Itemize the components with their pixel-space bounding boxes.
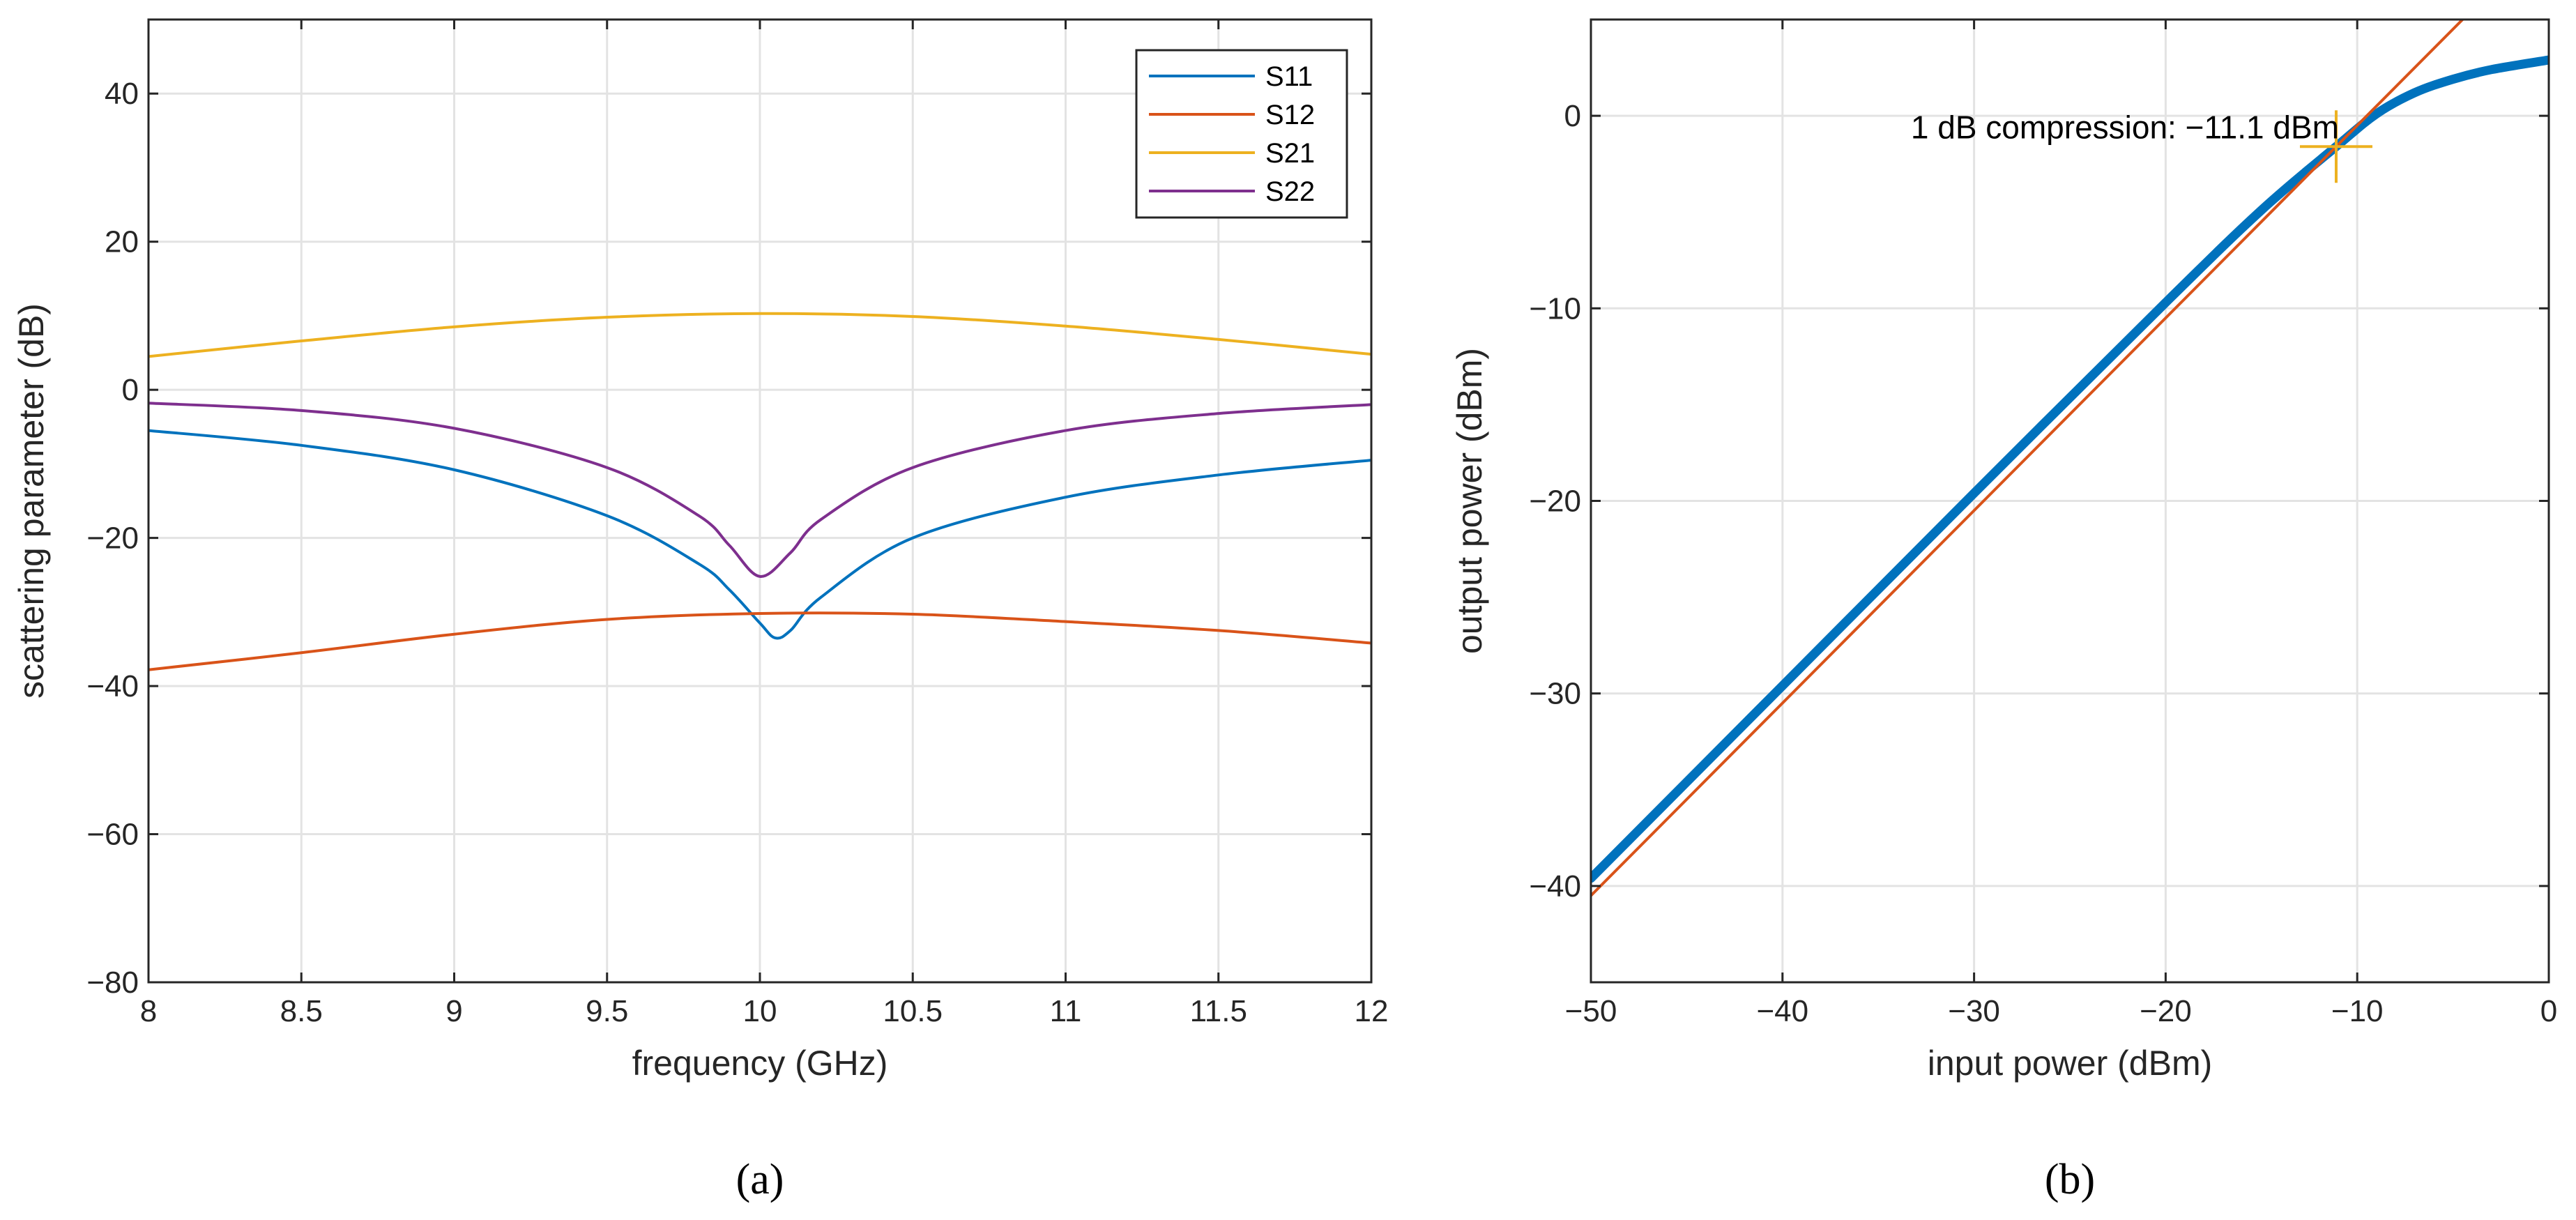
legend-label: S12 (1265, 100, 1315, 130)
series-line-s11 (148, 429, 1371, 640)
y-tick-label: 40 (105, 77, 139, 111)
plot-b-annotation: 1 dB compression: −11.1 dBm (1911, 109, 2372, 183)
y-tick-label: −20 (86, 521, 139, 556)
x-tick-label: 9.5 (586, 994, 628, 1028)
y-tick-label: −20 (1529, 485, 1581, 519)
y-tick-label: 20 (105, 225, 139, 259)
x-tick-label: 10.5 (883, 994, 943, 1028)
x-tick-label: 0 (2540, 994, 2557, 1028)
x-tick-label: 12 (1355, 994, 1389, 1028)
plot-b-y-axis-label: output power (dBm) (1450, 348, 1489, 654)
series-line-s22 (148, 402, 1371, 578)
plot-b-ticks: −50 −40 −30 −20 −10 0 −40 −30 −20 −10 0 (1529, 20, 2557, 1028)
y-tick-label: −40 (1529, 869, 1581, 903)
x-tick-label: −10 (2331, 994, 2384, 1028)
legend-label: S11 (1265, 61, 1313, 92)
legend-label: S22 (1265, 176, 1315, 207)
plot-b-grid (1590, 20, 2550, 982)
plot-b-series (1591, 20, 2549, 897)
y-tick-label: −80 (86, 966, 139, 1000)
x-tick-label: 11.5 (1190, 994, 1247, 1028)
x-tick-label: −40 (1756, 994, 1808, 1028)
plot-a-caption: (a) (736, 1156, 784, 1203)
y-tick-label: 0 (1564, 99, 1581, 133)
x-tick-label: 9 (445, 994, 462, 1028)
plot-a-series (148, 312, 1371, 671)
compression-annotation: 1 dB compression: −11.1 dBm (1911, 109, 2339, 145)
y-tick-label: 0 (122, 373, 139, 407)
x-tick-label: 11 (1050, 994, 1082, 1028)
plot-b-caption: (b) (2045, 1156, 2095, 1203)
plot-b-power-compression: −50 −40 −30 −20 −10 0 −40 −30 −20 −10 0 input powe… (1450, 18, 2557, 1203)
series-line-s21 (148, 312, 1371, 358)
y-tick-label: −10 (1529, 291, 1581, 326)
x-tick-label: −50 (1565, 994, 1617, 1028)
x-tick-label: −30 (1948, 994, 2000, 1028)
plot-a-grid (147, 20, 1373, 984)
plot-a-ticks: 8 8.5 9 9.5 10 10.5 11 11.5 12 −80 −60 −40 −20 0 20 40 (86, 20, 1388, 1028)
plot-a-x-axis-label: frequency (GHz) (632, 1044, 888, 1083)
series-line-linear-gain (1591, 20, 2464, 897)
series-line-s12 (148, 611, 1371, 671)
plot-a-scattering-parameters: 8 8.5 9 9.5 10 10.5 11 11.5 12−80−60−40−2002040 … (12, 18, 1388, 1203)
y-tick-label: −40 (86, 669, 139, 703)
plot-a-y-axis-label: scattering parameter (dB) (12, 303, 51, 699)
series-line-output-power (1591, 55, 2549, 883)
legend-label: S21 (1265, 138, 1315, 169)
x-tick-label: −20 (2140, 994, 2192, 1028)
plot-a-legend: S11 S12 S21 S22 (1135, 49, 1348, 219)
plot-b-x-axis-label: input power (dBm) (1928, 1044, 2213, 1083)
x-tick-label: 10 (743, 994, 777, 1028)
x-tick-label: 8.5 (280, 994, 323, 1028)
y-tick-label: −60 (86, 818, 139, 852)
y-tick-label: −30 (1529, 677, 1581, 711)
x-tick-label: 8 (140, 994, 157, 1028)
